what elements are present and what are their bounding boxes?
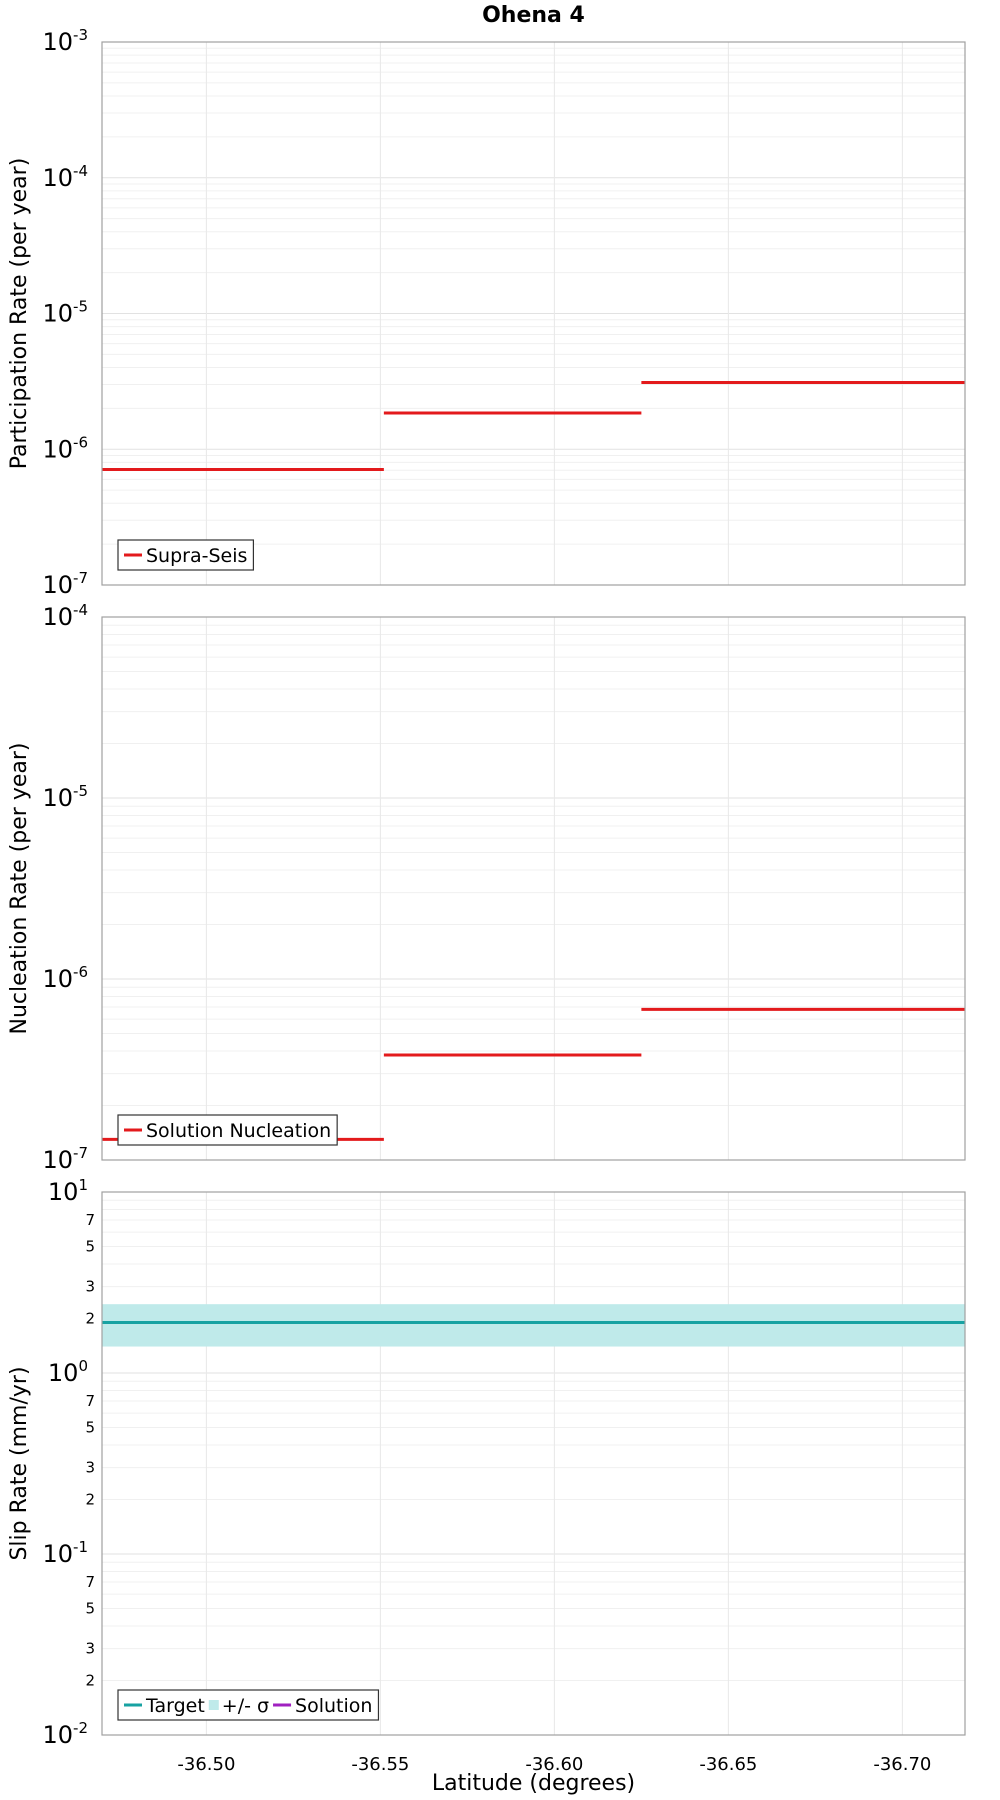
x-tick-label: -36.50 (177, 1754, 235, 1775)
y-tick-label: 10-5 (42, 782, 88, 812)
y-tick-label: 10-4 (42, 162, 88, 192)
y-tick-exponent: -4 (73, 601, 88, 619)
y-tick-base: 10 (42, 300, 73, 328)
y-axis-label: Participation Rate (per year) (7, 158, 32, 470)
y-tick-exponent: 0 (78, 1357, 88, 1375)
y-tick-base: 10 (48, 1359, 79, 1387)
y-axis-label: Nucleation Rate (per year) (7, 743, 32, 1035)
x-tick-label: -36.70 (873, 1754, 931, 1775)
y-tick-label: 10-3 (42, 26, 88, 56)
legend-entry: Supra-Seis (146, 545, 247, 567)
y-tick-exponent: -4 (73, 162, 88, 180)
y-tick-exponent: -3 (73, 26, 88, 44)
y-tick-base: 10 (48, 1178, 79, 1206)
y-tick-exponent: -5 (73, 298, 88, 316)
y-tick-label: 10-2 (42, 1719, 88, 1749)
y-minor-tick-label: 3 (85, 1640, 95, 1658)
y-minor-tick-label: 3 (85, 1459, 95, 1477)
x-axis: -36.50 -36.55 -36.60 -36.65 -36.70 Latitude (… (177, 1754, 931, 1796)
chart-title: Ohena 4 (482, 3, 585, 28)
legend: Target +/- σ Solution (117, 1689, 380, 1721)
y-tick-base: 10 (42, 1540, 73, 1568)
y-tick-base: 10 (42, 965, 73, 993)
y-minor-tick-label: 2 (85, 1310, 95, 1328)
y-tick-base: 10 (42, 603, 73, 631)
x-tick-label: -36.55 (351, 1754, 409, 1775)
legend-box (117, 1114, 338, 1146)
y-tick-label: 10-5 (42, 298, 88, 328)
legend-entry: Solution Nucleation (146, 1120, 331, 1142)
x-tick-label: -36.60 (525, 1754, 583, 1775)
y-tick-exponent: -7 (73, 1144, 88, 1162)
legend-swatch (208, 1700, 219, 1710)
y-minor-tick-label: 3 (85, 1278, 95, 1296)
y-tick-base: 10 (42, 1721, 73, 1749)
y-minor-tick-label: 7 (85, 1392, 95, 1410)
y-tick-exponent: -7 (73, 569, 88, 587)
legend-box (117, 1689, 380, 1721)
plot-frame (101, 1191, 966, 1736)
y-axis-label: Slip Rate (mm/yr) (7, 1366, 32, 1560)
y-tick-exponent: -5 (73, 782, 88, 800)
plot-area (102, 1192, 965, 1735)
y-tick-label: 10-7 (42, 1144, 88, 1174)
y-minor-tick-label: 5 (85, 1599, 95, 1617)
y-tick-exponent: 1 (78, 1176, 88, 1194)
plot-frame (101, 616, 966, 1161)
y-minor-tick-label: 2 (85, 1672, 95, 1690)
plot-frame (101, 41, 966, 586)
sigma-band (102, 1304, 965, 1347)
y-minor-tick-label: 7 (85, 1211, 95, 1229)
legend-entry: Solution (295, 1695, 372, 1717)
y-tick-label: 10-4 (42, 601, 88, 631)
y-minor-tick-label: 5 (85, 1237, 95, 1255)
y-tick-label: 101 (48, 1176, 88, 1206)
y-tick-base: 10 (42, 164, 73, 192)
y-tick-exponent: -6 (73, 433, 88, 451)
plot-area (102, 617, 965, 1160)
y-minor-tick-label: 2 (85, 1491, 95, 1509)
y-tick-exponent: -1 (73, 1538, 88, 1556)
y-minor-tick-label: 5 (85, 1418, 95, 1436)
y-tick-label: 10-7 (42, 569, 88, 599)
y-tick-label: 100 (48, 1357, 88, 1387)
y-tick-base: 10 (42, 571, 73, 599)
y-tick-exponent: -6 (73, 963, 88, 981)
y-tick-base: 10 (42, 784, 73, 812)
y-minor-tick-label: 7 (85, 1573, 95, 1591)
x-axis-label: Latitude (degrees) (432, 1771, 635, 1796)
legend-entry: Target (145, 1695, 205, 1717)
y-tick-base: 10 (42, 1146, 73, 1174)
x-tick-label: -36.65 (699, 1754, 757, 1775)
legend-entry: +/- σ (222, 1695, 269, 1717)
legend: Supra-Seis (117, 539, 255, 571)
y-tick-base: 10 (42, 435, 73, 463)
y-tick-label: 10-6 (42, 963, 88, 993)
legend: Solution Nucleation (117, 1114, 338, 1146)
y-tick-base: 10 (42, 28, 73, 56)
y-tick-label: 10-6 (42, 433, 88, 463)
y-tick-label: 10-1 (42, 1538, 88, 1568)
y-tick-exponent: -2 (73, 1719, 88, 1737)
